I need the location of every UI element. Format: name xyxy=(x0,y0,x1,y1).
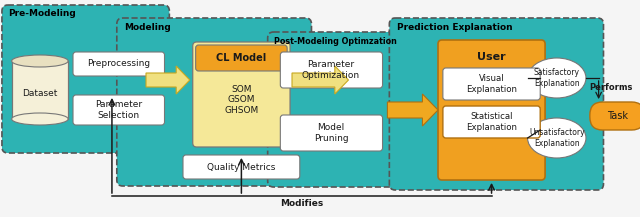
Text: Quality Metrics: Quality Metrics xyxy=(207,163,276,171)
Polygon shape xyxy=(146,66,190,94)
FancyBboxPatch shape xyxy=(590,102,640,130)
FancyBboxPatch shape xyxy=(443,68,540,100)
Text: Dataset: Dataset xyxy=(22,89,58,99)
Ellipse shape xyxy=(12,55,68,67)
Text: Model
Pruning: Model Pruning xyxy=(314,123,348,143)
FancyBboxPatch shape xyxy=(438,40,545,180)
Text: Pre-Modeling: Pre-Modeling xyxy=(8,8,76,18)
Text: Visual
Explanation: Visual Explanation xyxy=(466,74,517,94)
FancyBboxPatch shape xyxy=(280,52,383,88)
Text: Parameter
Selection: Parameter Selection xyxy=(95,100,142,120)
FancyBboxPatch shape xyxy=(389,18,604,190)
FancyBboxPatch shape xyxy=(443,106,540,138)
FancyBboxPatch shape xyxy=(2,5,170,153)
Text: Performs: Performs xyxy=(589,84,633,92)
Ellipse shape xyxy=(527,118,586,158)
FancyBboxPatch shape xyxy=(73,95,164,125)
Text: Prediction Explanation: Prediction Explanation xyxy=(397,23,513,33)
Text: Task: Task xyxy=(607,111,628,121)
Text: SOM
GSOM
GHSOM: SOM GSOM GHSOM xyxy=(224,85,259,115)
FancyBboxPatch shape xyxy=(193,42,290,147)
Text: Parameter
Optimization: Parameter Optimization xyxy=(302,60,360,80)
Text: Modeling: Modeling xyxy=(125,23,172,31)
FancyBboxPatch shape xyxy=(12,61,68,119)
Ellipse shape xyxy=(12,113,68,125)
Text: Satisfactory
Explanation: Satisfactory Explanation xyxy=(534,68,580,88)
FancyBboxPatch shape xyxy=(268,32,433,187)
FancyBboxPatch shape xyxy=(280,115,383,151)
Text: CL Model: CL Model xyxy=(216,53,266,63)
Text: Post-Modeling Optimzation: Post-Modeling Optimzation xyxy=(275,36,397,46)
FancyBboxPatch shape xyxy=(117,18,312,186)
FancyBboxPatch shape xyxy=(196,45,287,71)
Text: Statistical
Explanation: Statistical Explanation xyxy=(466,112,517,132)
Text: Modifies: Modifies xyxy=(280,199,323,209)
Polygon shape xyxy=(292,66,348,94)
Text: User: User xyxy=(477,52,506,62)
Polygon shape xyxy=(387,94,438,126)
Ellipse shape xyxy=(527,58,586,98)
FancyBboxPatch shape xyxy=(73,52,164,76)
Text: Unsatisfactory
Explanation: Unsatisfactory Explanation xyxy=(529,128,584,148)
Text: Preprocessing: Preprocessing xyxy=(87,59,150,69)
FancyBboxPatch shape xyxy=(183,155,300,179)
